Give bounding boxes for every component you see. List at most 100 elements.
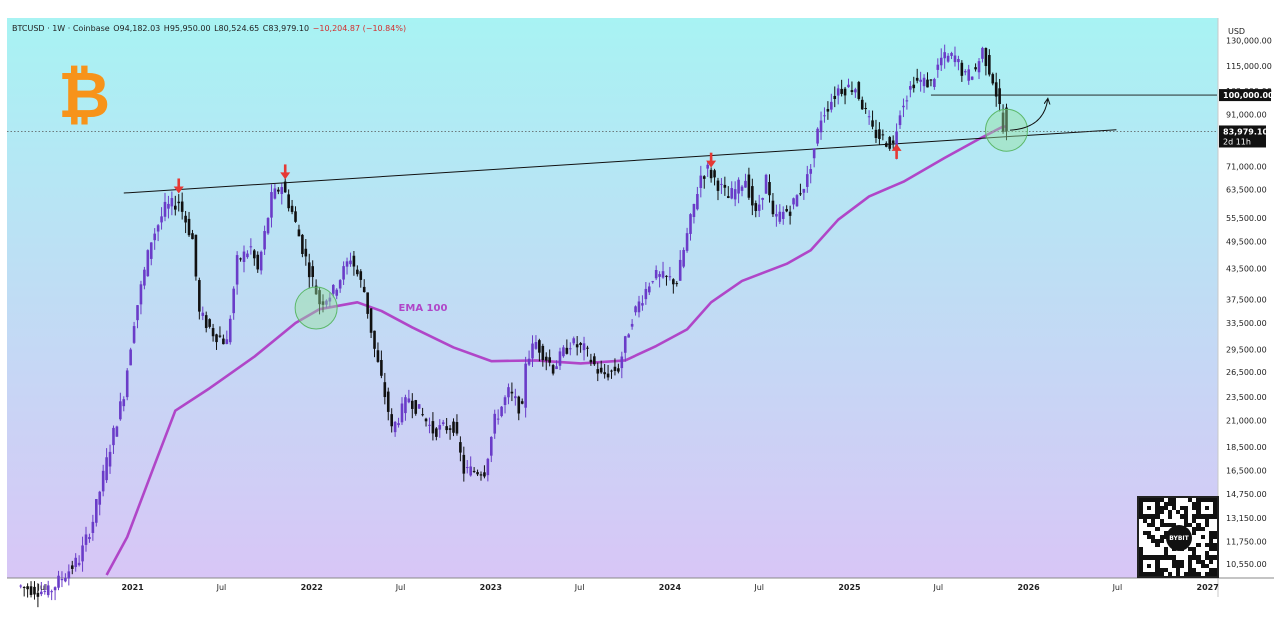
x-tick-label: 2025	[838, 583, 861, 592]
candle-body	[929, 79, 933, 81]
candle	[393, 420, 397, 437]
candle-body	[174, 205, 177, 210]
candle-body	[215, 334, 218, 343]
candle-body	[232, 288, 235, 314]
candle	[596, 362, 600, 382]
candle-body	[867, 116, 871, 118]
candle-body	[270, 192, 273, 218]
candle	[101, 464, 105, 497]
candle-body	[67, 571, 71, 579]
qr-cell	[1208, 534, 1213, 540]
price-axis-background[interactable]	[1218, 18, 1274, 578]
candle	[105, 448, 108, 483]
trendline-layer	[7, 94, 1217, 194]
candle	[939, 48, 943, 72]
qr-cell	[1192, 530, 1197, 535]
candle	[867, 110, 871, 125]
candle	[95, 498, 98, 527]
candle	[761, 197, 764, 210]
qr-cell	[1212, 510, 1217, 515]
qr-cell	[1171, 563, 1176, 568]
candle	[472, 467, 476, 474]
qr-cell	[1192, 514, 1197, 519]
candle-body	[373, 330, 376, 349]
annotation-layer	[173, 99, 1048, 330]
candle	[108, 444, 112, 474]
candle-body	[658, 274, 661, 277]
qr-cell	[1167, 555, 1172, 560]
candle-body	[342, 266, 345, 280]
ohlc-high: H95,950.00	[163, 24, 211, 33]
candle-body	[77, 562, 81, 566]
candle	[129, 347, 132, 366]
candle	[754, 200, 758, 218]
candle-body	[665, 275, 668, 277]
qr-cell	[1192, 526, 1197, 531]
candle-body	[218, 335, 222, 337]
candle-body	[840, 88, 843, 94]
candle	[912, 76, 916, 93]
candle	[448, 425, 452, 440]
candle	[489, 436, 493, 463]
ohlc-change: −10,204.87 (−10.84%)	[312, 24, 407, 33]
qr-cell	[1155, 559, 1160, 564]
candle-body	[775, 214, 778, 217]
candle-body	[981, 47, 984, 59]
time-axis[interactable]: Jul 2021 Jul 2022 Jul 2023 Jul 2024 Jul 2025 Jul 20…	[37, 583, 1219, 592]
candle-body	[586, 347, 589, 349]
current-price-badge	[1219, 125, 1266, 148]
down-arrow-icon	[173, 178, 184, 194]
qr-cell	[1192, 555, 1197, 560]
candle	[452, 418, 455, 437]
candle	[167, 195, 170, 219]
candle-body	[902, 105, 905, 108]
qr-cell	[1200, 514, 1205, 519]
candle	[606, 365, 610, 381]
candle	[163, 192, 167, 222]
qr-cell	[1204, 555, 1209, 560]
candle-body	[469, 466, 472, 476]
candle-body	[524, 363, 527, 408]
qr-cell	[1180, 506, 1185, 511]
price-axis[interactable]: 130,000.00115,000.00102,000.0091,000.007…	[1219, 36, 1274, 569]
candle-body	[843, 88, 847, 96]
x-tick-label: 2022	[301, 583, 323, 592]
candle	[194, 234, 198, 281]
candle-body	[541, 345, 545, 361]
candle	[768, 174, 771, 203]
qr-cell	[1208, 567, 1213, 572]
candle-body	[527, 358, 531, 365]
candle	[909, 81, 912, 98]
candle	[541, 343, 545, 367]
candle	[984, 47, 988, 76]
candle	[249, 238, 253, 255]
qr-cell	[1204, 551, 1209, 556]
candle	[737, 177, 740, 204]
candle	[805, 165, 809, 193]
candle	[654, 265, 658, 281]
candle-body	[610, 370, 613, 372]
candle	[46, 580, 50, 598]
candle	[874, 119, 878, 143]
qr-cell	[1204, 498, 1209, 503]
candle-body	[177, 201, 181, 204]
qr-cell	[1163, 530, 1168, 535]
candle	[744, 173, 747, 188]
candle-body	[589, 359, 593, 363]
time-axis-background[interactable]	[7, 578, 1274, 597]
candle-body	[452, 421, 455, 433]
qr-cell	[1196, 498, 1201, 503]
qr-cell	[1196, 522, 1201, 527]
candle	[242, 245, 246, 273]
x-tick-label: Jul	[753, 583, 764, 592]
qr-cell	[1208, 543, 1213, 548]
candle-body	[64, 577, 67, 582]
candle-body	[634, 306, 637, 313]
candle-body	[833, 95, 837, 100]
candle-body	[651, 281, 655, 283]
candle	[177, 194, 181, 212]
candle-body	[74, 557, 77, 568]
qr-cell	[1188, 547, 1193, 552]
candle-body	[273, 188, 277, 199]
